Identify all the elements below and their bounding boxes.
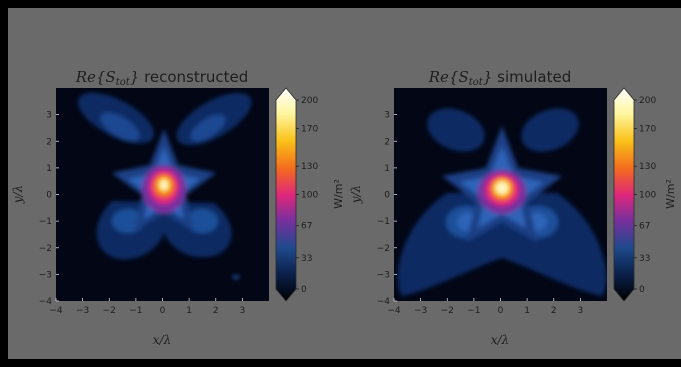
core-white (496, 182, 508, 194)
colorbar-tick-label: 100 (301, 191, 318, 201)
panel-simulated: Re{Stot} simulated (349, 68, 677, 347)
colorbar-tick-label: 67 (301, 222, 312, 232)
colorbar-ticks: 0 33 67 100 130 170 200 (296, 96, 318, 295)
x-tick-label: −2 (103, 306, 116, 316)
colorbar-tick-label: 200 (301, 96, 318, 106)
x-tick-label: 0 (160, 306, 166, 316)
x-tick-label: 1 (186, 306, 192, 316)
x-tick-label: 3 (240, 306, 246, 316)
panel-title: Re{Stot} simulated (428, 68, 571, 88)
core-white (160, 180, 168, 190)
y-tick-label: 3 (384, 111, 390, 121)
colorbar-tick-label: 170 (301, 124, 318, 134)
y-tick-label: 1 (384, 164, 390, 174)
colorbar-tick-label: 33 (639, 254, 650, 264)
y-tick-label: 2 (46, 137, 52, 147)
heatmap-field (397, 108, 607, 296)
lobe-lower-right (186, 209, 218, 233)
x-tick-label: −1 (467, 306, 480, 316)
lobe-upper-right (521, 108, 579, 152)
x-tick-label: −4 (49, 306, 63, 316)
axes-ticks: −4 −3 −2 −1 0 1 2 3 −4 −3 −2 −1 0 1 2 3 (377, 111, 584, 316)
y-tick-label: 1 (46, 164, 52, 174)
colorbar-gradient (613, 87, 635, 302)
y-axis-label: y/λ (349, 185, 363, 204)
x-axis-label: x/λ (491, 333, 509, 347)
colorbar-tick-label: 0 (301, 285, 307, 295)
colorbar-tick-label: 100 (639, 191, 656, 201)
colorbar-ticks: 0 33 67 100 130 170 200 (634, 96, 656, 295)
figure: Re{Stot} reconstructed (8, 8, 681, 359)
colorbar-tick-label: 67 (639, 222, 650, 232)
colorbar-label: W/m² (332, 179, 345, 209)
panel-title: Re{Stot} reconstructed (75, 68, 249, 88)
x-tick-label: 3 (578, 306, 584, 316)
colorbar-tick-label: 0 (639, 285, 645, 295)
colorbar-tick-label: 33 (301, 254, 312, 264)
lobe-upper-left-core (100, 112, 140, 142)
x-tick-label: 0 (498, 306, 504, 316)
y-axis-label: y/λ (11, 185, 25, 204)
colorbar: 0 33 67 100 130 170 200 W/m² (613, 87, 677, 302)
x-tick-label: −1 (129, 306, 142, 316)
lobe-upper-right-core (190, 114, 226, 142)
colorbar: 0 33 67 100 130 170 200 W/m² (275, 87, 345, 302)
y-tick-label: 0 (46, 191, 52, 201)
y-tick-label: −3 (377, 270, 390, 280)
y-tick-label: −4 (39, 297, 53, 307)
x-tick-label: 2 (213, 306, 219, 316)
x-tick-label: −3 (414, 306, 427, 316)
heatmap-field (77, 92, 252, 279)
x-axis-label: x/λ (153, 333, 171, 347)
lobe-upper-left (427, 108, 485, 152)
chart-svg: Re{Stot} reconstructed (11, 68, 677, 347)
x-tick-label: 1 (524, 306, 530, 316)
y-tick-label: −1 (39, 217, 52, 227)
colorbar-tick-label: 130 (639, 162, 656, 172)
y-tick-label: 0 (384, 191, 390, 201)
colorbar-label: W/m² (664, 179, 677, 209)
y-tick-label: −4 (377, 297, 391, 307)
x-tick-label: −2 (441, 306, 454, 316)
y-tick-label: 2 (384, 137, 390, 147)
y-tick-label: −2 (39, 244, 52, 254)
x-tick-label: 2 (551, 306, 557, 316)
y-tick-label: −2 (377, 244, 390, 254)
y-tick-label: 3 (46, 111, 52, 121)
axes-ticks: −4 −3 −2 −1 0 1 2 3 −4 −3 −2 −1 0 1 2 3 (39, 111, 246, 316)
colorbar-tick-label: 200 (639, 96, 656, 106)
y-tick-label: −1 (377, 217, 390, 227)
colorbar-gradient (275, 87, 297, 302)
x-tick-label: −4 (387, 306, 401, 316)
panel-reconstructed: Re{Stot} reconstructed (11, 68, 345, 347)
x-tick-label: −3 (76, 306, 89, 316)
colorbar-tick-label: 130 (301, 162, 318, 172)
colorbar-tick-label: 170 (639, 124, 656, 134)
speck (232, 275, 240, 279)
y-tick-label: −3 (39, 270, 52, 280)
